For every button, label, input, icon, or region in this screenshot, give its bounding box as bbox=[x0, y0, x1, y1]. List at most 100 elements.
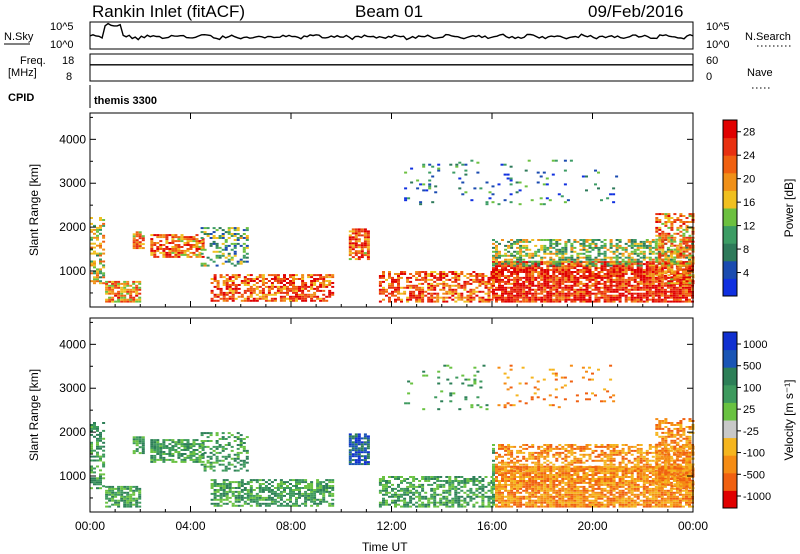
echo-cell-1494 bbox=[516, 483, 520, 486]
echo-cell-1159 bbox=[436, 505, 440, 508]
echo-cell-1379 bbox=[501, 271, 504, 273]
echo-cell-409 bbox=[212, 445, 216, 448]
echo-cell-1383 bbox=[498, 493, 501, 496]
echo-cell-953 bbox=[363, 451, 367, 454]
echo-cell-1085 bbox=[421, 278, 425, 281]
echo-cell-1424 bbox=[510, 288, 514, 291]
echo-cell-116 bbox=[114, 493, 118, 496]
echo-cell-2796 bbox=[600, 252, 604, 255]
echo-cell-2347 bbox=[666, 290, 670, 293]
echo-cell-67 bbox=[99, 445, 102, 448]
echo-cell-161 bbox=[129, 290, 133, 293]
echo-cell-305 bbox=[180, 453, 184, 455]
echo-cell-2771 bbox=[591, 264, 595, 267]
echo-cell-3015 bbox=[688, 258, 691, 261]
echo-cell-9 bbox=[90, 238, 93, 241]
echo-cell-1332 bbox=[495, 298, 498, 301]
echo-cell-552 bbox=[228, 284, 232, 286]
echo-cell-3259 bbox=[685, 221, 689, 223]
echo-cell-327 bbox=[186, 439, 190, 442]
echo-cell-776 bbox=[301, 276, 305, 279]
echo-cell-80 bbox=[102, 234, 106, 237]
echo-cell-1069 bbox=[406, 481, 410, 484]
echo-cell-2457 bbox=[685, 286, 688, 289]
echo-cell-307 bbox=[180, 246, 184, 248]
echo-cell-1378 bbox=[501, 273, 504, 275]
echo-cell-538 bbox=[219, 485, 223, 487]
echo-cell-947 bbox=[366, 234, 370, 237]
echo-cell-134 bbox=[120, 487, 124, 490]
echo-cell-779 bbox=[298, 479, 301, 482]
echo-cell-588 bbox=[237, 494, 241, 497]
echo-cell-1259 bbox=[463, 483, 467, 486]
echo-cell-2522 bbox=[495, 250, 498, 253]
echo-cell-2242 bbox=[648, 284, 652, 287]
echo-cell-636 bbox=[252, 494, 256, 497]
echo-cell-65 bbox=[99, 455, 102, 458]
echo-cell-1362 bbox=[495, 499, 498, 502]
echo-cell-684 bbox=[273, 276, 277, 279]
echo-cell-1478 bbox=[519, 292, 523, 295]
echo-cell-3087 bbox=[661, 222, 665, 225]
echo-cell-254 bbox=[159, 445, 163, 448]
echo-cell-923 bbox=[357, 463, 361, 466]
echo-cell-2473 bbox=[688, 292, 691, 295]
echo-cell-1738 bbox=[561, 278, 565, 281]
echo-cell-577 bbox=[237, 295, 241, 298]
echo-cell-3146 bbox=[670, 240, 674, 243]
echo-cell-1097 bbox=[415, 485, 419, 488]
echo-cell-1402 bbox=[501, 493, 504, 496]
echo-cell-2724 bbox=[573, 258, 577, 261]
echo-cell-2458 bbox=[685, 284, 688, 287]
echo-cell-155 bbox=[126, 280, 130, 283]
echo-cell-216 bbox=[141, 237, 145, 240]
echo-cell-2918 bbox=[645, 244, 649, 247]
echo-cell-580 bbox=[234, 494, 238, 497]
echo-cell-1513 bbox=[525, 294, 529, 297]
echo-cell-3152 bbox=[670, 222, 674, 225]
echo-cell-2250 bbox=[648, 269, 652, 271]
echo-cell-1028 bbox=[406, 298, 410, 301]
echo-cell-2312 bbox=[660, 294, 664, 297]
echo-cell-1306 bbox=[481, 503, 485, 506]
echo-cell-1412 bbox=[501, 468, 504, 471]
echo-cell-2553 bbox=[510, 254, 514, 257]
echo-cell-1137 bbox=[436, 278, 440, 281]
echo-cell-213 bbox=[141, 440, 145, 443]
echo-cell-801 bbox=[310, 276, 314, 279]
echo-cell-101 bbox=[108, 280, 112, 283]
echo-cell-1270 bbox=[466, 478, 470, 480]
echo-cell-1773 bbox=[567, 284, 571, 287]
echo-cell-755 bbox=[295, 278, 298, 280]
echo-cell-3060 bbox=[658, 238, 662, 241]
echo-cell-2229 bbox=[645, 273, 649, 275]
echo-cell-1777 bbox=[567, 275, 571, 277]
echo-cell-3216 bbox=[682, 280, 686, 283]
echo-cell-946 bbox=[366, 236, 370, 239]
echo-cell-3236 bbox=[682, 228, 686, 231]
echo-cell-872 bbox=[348, 236, 352, 239]
echo-cell-1858 bbox=[582, 290, 586, 293]
echo-cell-1229 bbox=[454, 480, 458, 482]
echo-cell-1062 bbox=[406, 503, 410, 506]
echo-cell-1355 bbox=[492, 474, 495, 476]
echo-cell-659 bbox=[258, 479, 262, 482]
echo-cell-2790 bbox=[597, 250, 601, 253]
echo-cell-2661 bbox=[552, 260, 556, 263]
echo-cell-490 bbox=[245, 246, 249, 249]
echo-cell-512 bbox=[216, 295, 220, 298]
echo-cell-3031 bbox=[655, 266, 659, 269]
echo-cell-848 bbox=[322, 496, 326, 499]
echo-cell-1189 bbox=[445, 499, 449, 502]
echo-cell-160 bbox=[129, 292, 133, 295]
echo-cell-1161 bbox=[445, 300, 449, 303]
echo-cell-901 bbox=[351, 449, 355, 452]
echo-cell-861 bbox=[331, 274, 335, 277]
echo-cell-2433 bbox=[681, 296, 685, 299]
echo-cell-1017 bbox=[400, 292, 403, 295]
echo-cell-1262 bbox=[475, 275, 479, 277]
echo-cell-731 bbox=[283, 481, 286, 484]
echo-cell-56 bbox=[99, 260, 102, 263]
echo-cell-128 bbox=[117, 280, 121, 283]
echo-cell-1617 bbox=[543, 300, 547, 303]
